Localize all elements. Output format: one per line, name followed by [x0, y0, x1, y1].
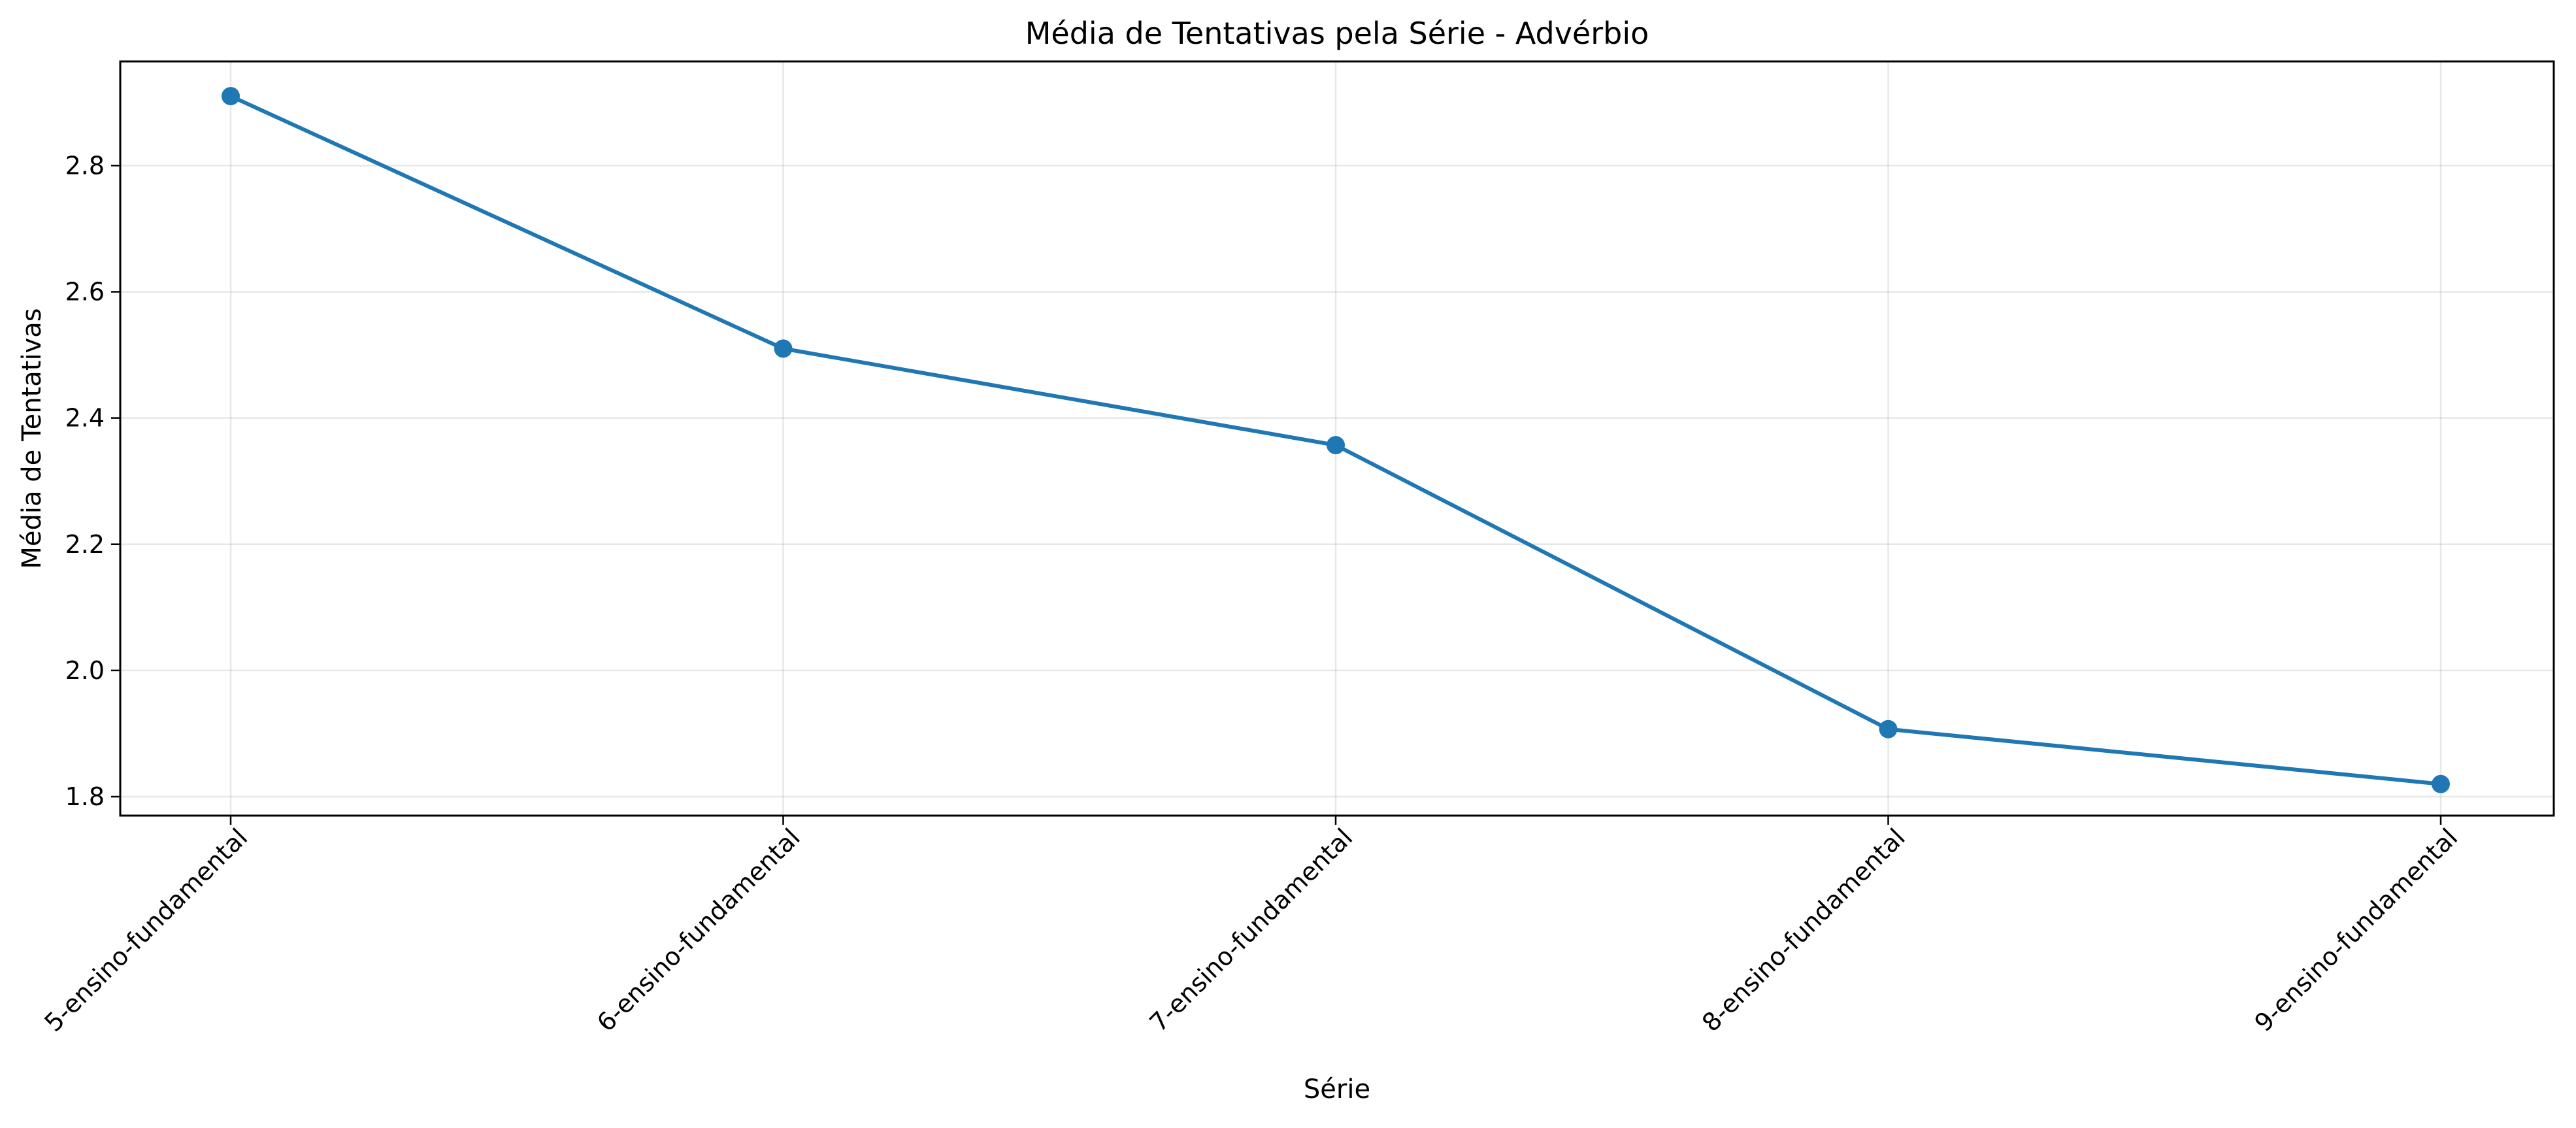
x-tick-label: 8-ensino-fundamental	[1696, 823, 1911, 1037]
y-tick-label: 2.2	[65, 530, 105, 559]
data-point	[774, 339, 793, 358]
ticks-layer: 5-ensino-fundamental 6-ensino-fundamental…	[39, 151, 2464, 1037]
data-point	[1327, 436, 1345, 455]
x-axis-label: Série	[1304, 1074, 1370, 1104]
y-tick-label: 2.4	[65, 404, 105, 433]
chart-title: Média de Tentativas pela Série - Advérbi…	[1025, 16, 1649, 51]
x-tick-label: 6-ensino-fundamental	[591, 823, 806, 1037]
y-tick-label: 1.8	[65, 782, 105, 811]
y-tick-label: 2.8	[65, 151, 105, 180]
y-tick-label: 2.0	[65, 656, 105, 685]
data-point	[2432, 774, 2450, 793]
x-tick-label: 5-ensino-fundamental	[39, 823, 254, 1037]
data-point	[222, 87, 240, 106]
y-tick-label: 2.6	[65, 277, 105, 306]
plot-area-frame	[119, 60, 2555, 817]
data-point	[1879, 720, 1898, 738]
x-tick-label: 7-ensino-fundamental	[1144, 823, 1359, 1037]
y-axis-label: Média de Tentativas	[17, 308, 47, 569]
grid-layer	[120, 61, 2554, 816]
x-tick-label: 9-ensino-fundamental	[2249, 823, 2464, 1037]
series-layer	[222, 87, 2450, 793]
